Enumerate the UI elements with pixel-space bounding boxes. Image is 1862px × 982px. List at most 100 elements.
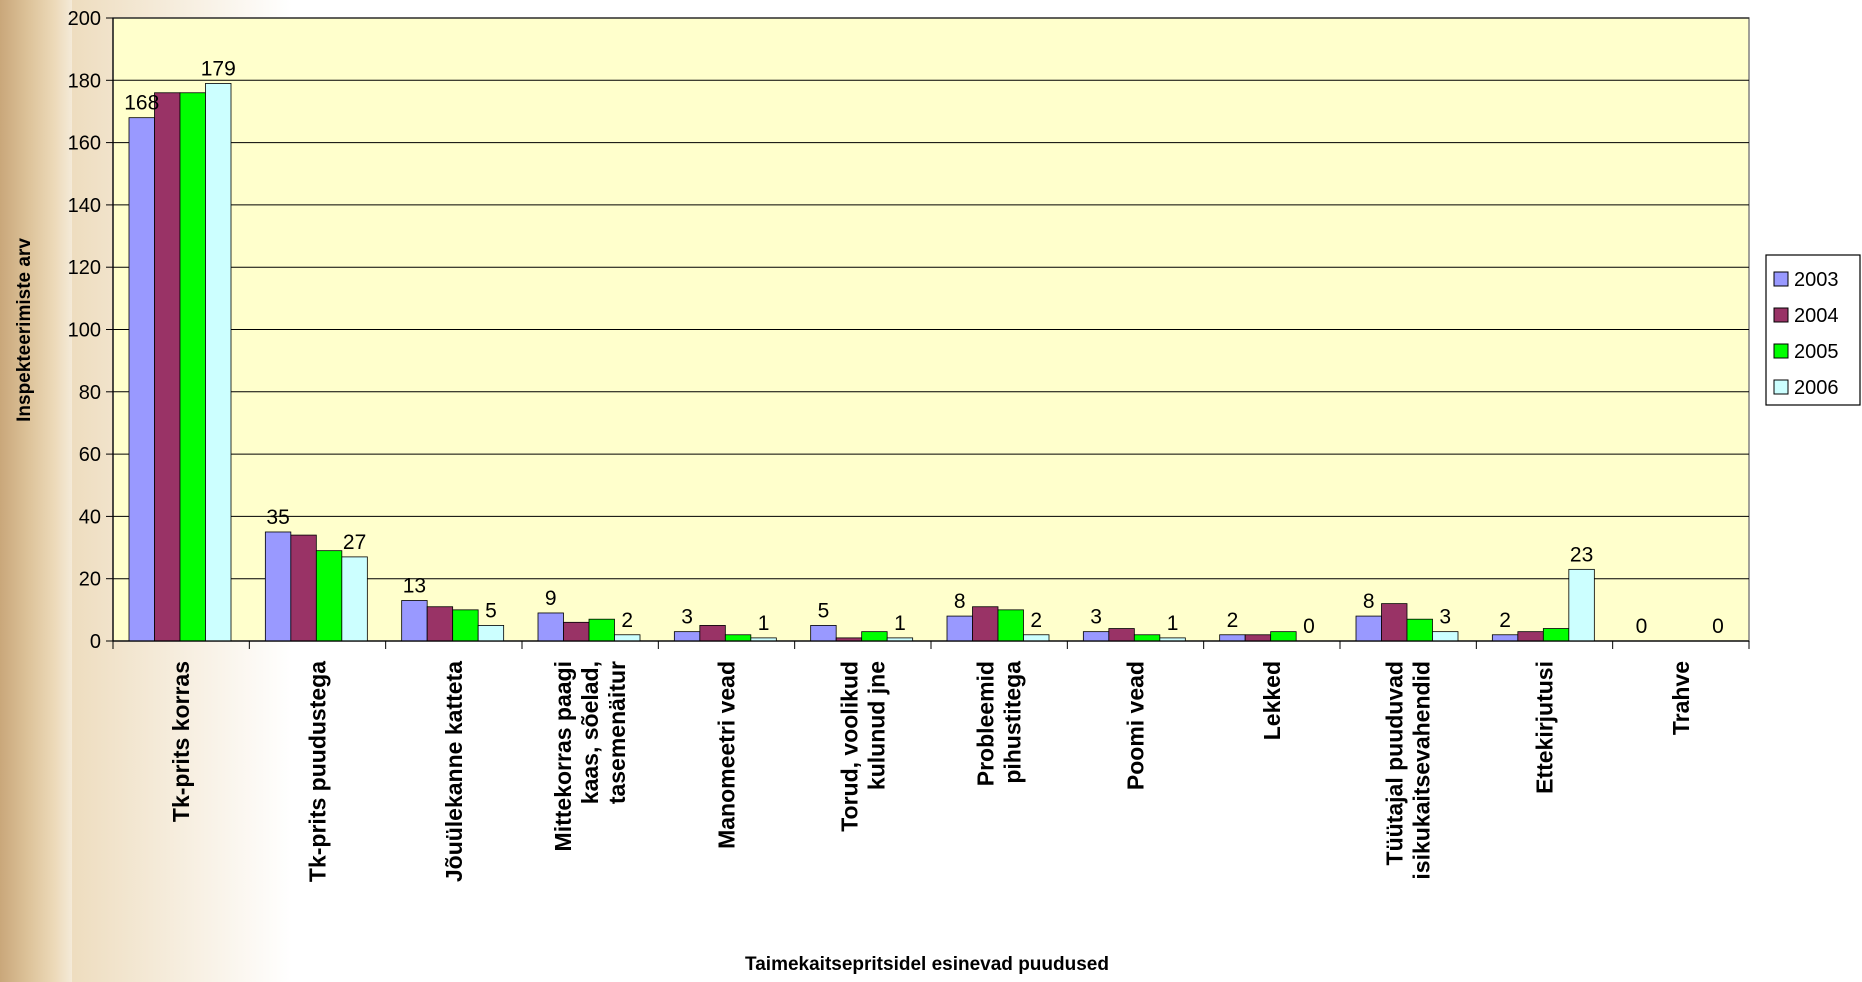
category-label: Ettekirjutusi	[1532, 661, 1558, 794]
data-label: 0	[1712, 615, 1724, 638]
data-label: 23	[1570, 543, 1593, 566]
bar-2004	[154, 92, 181, 642]
data-label: 35	[266, 506, 289, 529]
category-label: kaas, sõelad,	[577, 661, 603, 804]
category-label: kulunud jne	[863, 661, 889, 790]
background-texture	[0, 0, 72, 982]
data-label: 2	[1227, 609, 1239, 632]
category-label: tasemenäitur	[604, 661, 630, 804]
bar-2005	[1270, 631, 1297, 642]
bar-2004	[972, 606, 999, 642]
legend-swatch	[1773, 343, 1789, 359]
legend-swatch	[1773, 307, 1789, 323]
data-label: 2	[1030, 609, 1042, 632]
bar-2003	[128, 117, 155, 642]
bar-2004	[563, 621, 590, 642]
bar-2003	[1355, 615, 1382, 642]
bar-2003	[810, 625, 837, 642]
data-label: 9	[545, 587, 557, 610]
bar-2004	[1381, 603, 1408, 642]
data-label: 1	[1167, 612, 1179, 635]
bar-2006	[1432, 631, 1459, 642]
bar-2005	[315, 550, 343, 642]
bar-2004	[426, 606, 454, 642]
bar-2003	[1491, 634, 1519, 642]
bar-2006	[341, 556, 368, 642]
category-label: Poomi vead	[1123, 661, 1149, 790]
bar-2005	[1133, 634, 1161, 642]
bar-2006	[1023, 634, 1050, 642]
bar-2004	[1517, 631, 1544, 642]
y-tick-label: 160	[68, 133, 101, 155]
data-label: 8	[954, 590, 966, 613]
category-label: isikukaitsevahendid	[1409, 661, 1435, 880]
data-label: 0	[1636, 615, 1648, 638]
category-label: Mittekorras paagi	[550, 661, 576, 851]
bar-2003	[537, 612, 564, 642]
y-tick-label: 0	[90, 631, 101, 653]
bar-2006	[1568, 568, 1595, 642]
category-label: pihustitega	[1000, 661, 1026, 784]
y-tick-label: 60	[79, 444, 101, 466]
y-tick-label: 40	[79, 506, 101, 528]
bar-2003	[1082, 631, 1110, 642]
bar-2006	[477, 625, 505, 642]
data-label: 168	[124, 92, 159, 115]
category-label: Lekked	[1259, 661, 1285, 740]
bar-2003	[401, 600, 428, 642]
category-label: Manomeetri vead	[714, 661, 740, 849]
legend-label: 2005	[1794, 341, 1839, 363]
bar-2003	[264, 531, 292, 642]
bar-2005	[452, 609, 479, 642]
y-tick-label: 140	[68, 195, 101, 217]
data-label: 5	[818, 599, 830, 622]
data-label: 2	[1499, 609, 1511, 632]
bar-2005	[997, 609, 1024, 642]
y-tick-label: 200	[68, 8, 101, 30]
legend: 2003 2004 2005 2006	[1765, 254, 1861, 406]
bar-2003	[673, 631, 701, 642]
category-label: Tk-prits puudustega	[305, 661, 331, 882]
data-label: 5	[485, 599, 497, 622]
bar-2005	[724, 634, 752, 642]
bar-2005	[1542, 628, 1570, 642]
category-label: Torud, voolikud	[836, 661, 862, 832]
bar-2003	[1219, 634, 1246, 642]
legend-label: 2006	[1794, 377, 1839, 399]
legend-label: 2004	[1794, 305, 1839, 327]
bar-2005	[1406, 618, 1433, 642]
y-tick-label: 80	[79, 382, 101, 404]
data-label: 1	[758, 612, 770, 635]
data-label: 3	[1090, 606, 1102, 629]
y-axis-title: Inspekteerimiste arv	[14, 238, 35, 422]
data-label: 27	[343, 531, 366, 554]
category-label: Tüütajal puuduvad	[1382, 661, 1408, 865]
bar-2004	[1244, 634, 1272, 642]
category-label: Probleemid	[973, 661, 999, 786]
bar-2005	[861, 631, 888, 642]
x-axis-title: Taimekaitsepritsidel esinevad puudused	[745, 954, 1109, 975]
y-tick-label: 100	[68, 320, 101, 342]
bar-2005	[588, 618, 615, 642]
legend-swatch	[1773, 379, 1789, 395]
bar-2005	[179, 92, 206, 642]
data-label: 8	[1363, 590, 1375, 613]
y-tick-label: 20	[79, 569, 101, 591]
data-label: 179	[201, 57, 236, 80]
bar-2004	[1108, 628, 1135, 642]
y-tick-label: 120	[68, 257, 101, 279]
category-label: Tk-prits korras	[168, 661, 194, 822]
bar-2006	[205, 83, 232, 642]
data-label: 13	[403, 575, 426, 598]
y-tick-label: 180	[68, 70, 101, 92]
bar-2003	[946, 615, 973, 642]
data-label: 0	[1303, 615, 1315, 638]
category-label: Jõuülekanne katteta	[441, 661, 467, 882]
data-label: 3	[681, 606, 693, 629]
data-label: 1	[894, 612, 906, 635]
bar-2004	[290, 534, 317, 642]
legend-label: 2003	[1794, 269, 1839, 291]
bar-2004	[699, 625, 726, 642]
data-label: 2	[621, 609, 633, 632]
